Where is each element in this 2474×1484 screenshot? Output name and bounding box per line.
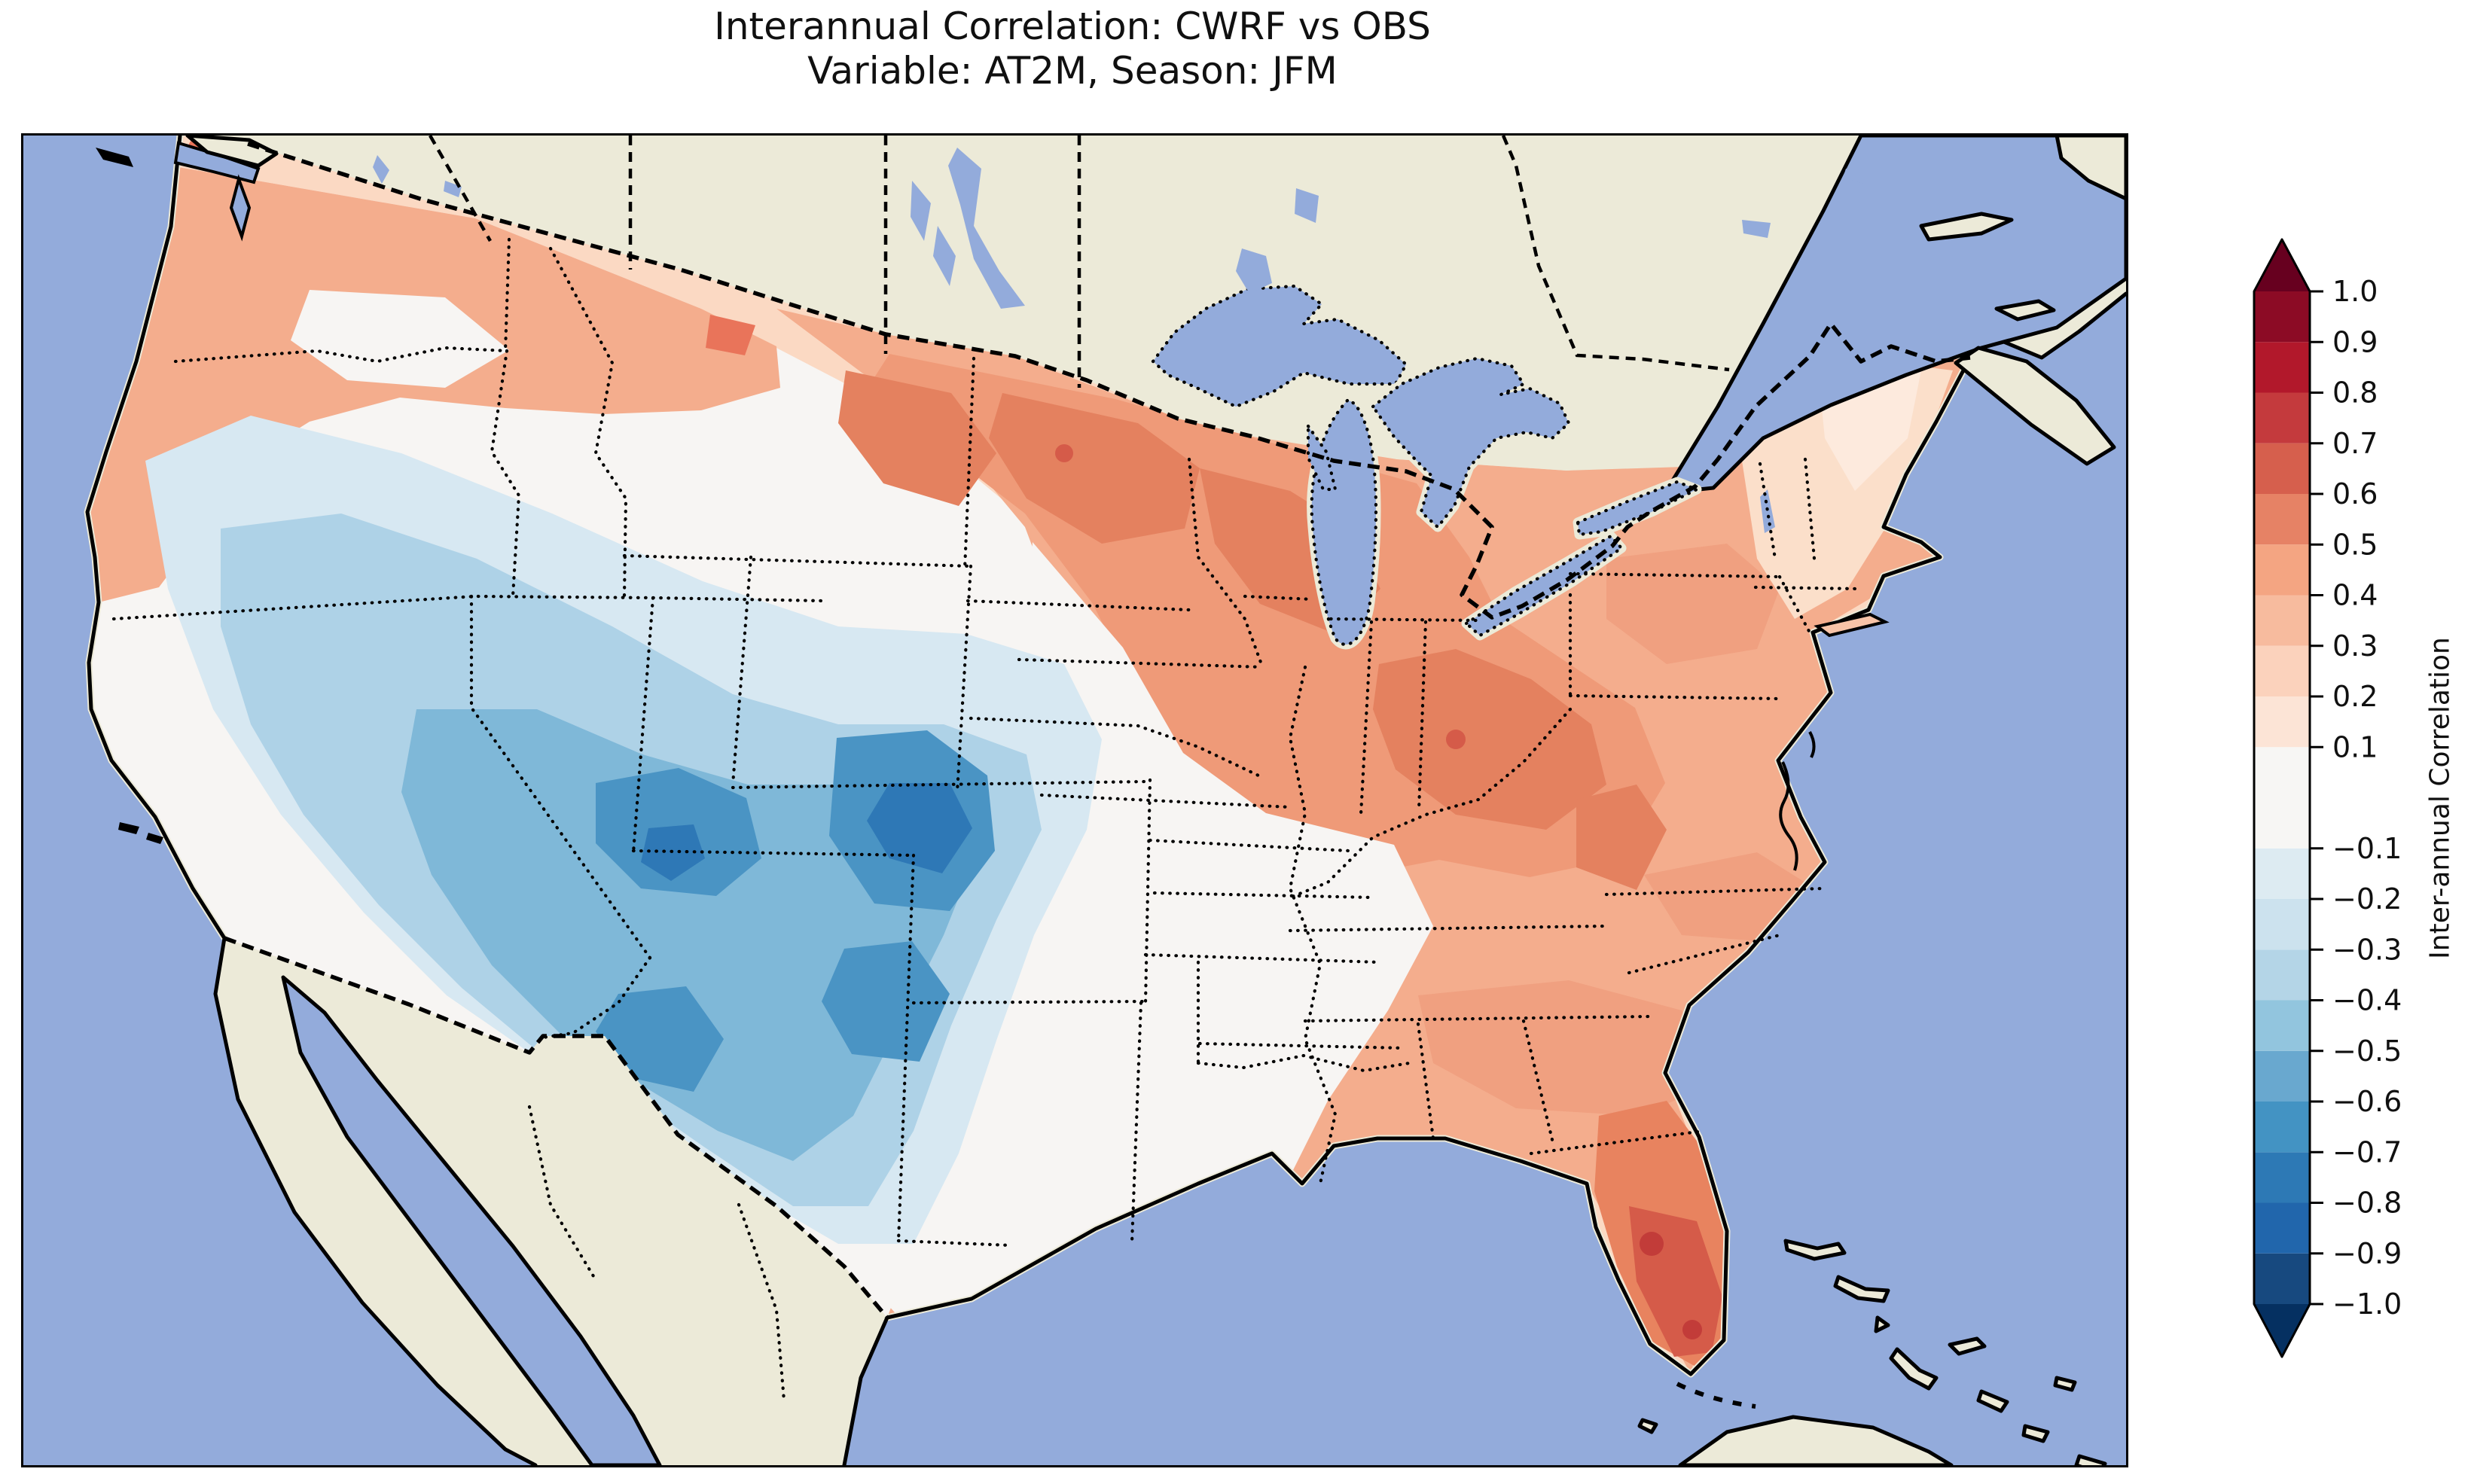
colorbar-tick-label: 1.0 — [2332, 275, 2378, 308]
colorbar-band — [2254, 848, 2310, 899]
colorbar-tick-label: 0.9 — [2332, 325, 2378, 358]
colorbar-band — [2254, 342, 2310, 393]
colorbar-tick-label: 0.3 — [2332, 629, 2378, 663]
colorbar-tick-label: −0.2 — [2332, 882, 2402, 916]
long-island — [1814, 612, 1890, 638]
colorbar-band — [2254, 494, 2310, 545]
canada-lakes — [373, 148, 1868, 533]
chesapeake-bay — [1779, 761, 1798, 871]
colorbar-band — [2254, 1202, 2310, 1254]
colorbar-band — [2254, 1102, 2310, 1153]
colorbar-tick-label: 0.7 — [2332, 427, 2378, 460]
florida-keys — [1676, 1382, 1756, 1409]
mexico-state-borders — [527, 1105, 786, 1403]
colorbar-tick-label: −0.8 — [2332, 1187, 2402, 1220]
map-panel — [21, 133, 2128, 1467]
colorbar-tick-label: −0.3 — [2332, 933, 2402, 966]
nova-scotia — [1954, 346, 2116, 466]
colorbar-label: Inter-annual Correlation — [2424, 637, 2456, 959]
colorbar-tick-label: −0.1 — [2332, 832, 2402, 865]
great-lakes — [1148, 281, 1702, 650]
channel-islands — [118, 822, 163, 844]
lake-michigan — [1306, 395, 1381, 650]
island-fragment — [96, 148, 133, 167]
colorbar-band — [2254, 645, 2310, 696]
colorbar-tick-label: −1.0 — [2332, 1287, 2402, 1321]
map-svg — [23, 136, 2126, 1465]
gulf-of-california — [281, 975, 662, 1465]
prince-edward-island — [1994, 299, 2056, 321]
colorbar-under-arrow — [2254, 1304, 2310, 1357]
colorbar-tick-label: 0.2 — [2332, 680, 2378, 713]
anticosti-island — [1919, 212, 2014, 242]
colorbar-tick-label: −0.4 — [2332, 984, 2402, 1017]
cuba — [1678, 1415, 1954, 1465]
us-canada-border — [247, 142, 1971, 620]
newfoundland — [2055, 136, 2126, 201]
country-borders — [224, 142, 1971, 1319]
colorbar-band — [2254, 1253, 2310, 1304]
colorbar-band — [2254, 443, 2310, 494]
bahamas-islands — [1783, 1239, 2107, 1465]
colorbar-band — [2254, 392, 2310, 443]
colorbar-band — [2254, 291, 2310, 343]
colorbar-tick-label: 0.4 — [2332, 579, 2378, 612]
colorbar-band — [2254, 949, 2310, 1001]
province-borders — [429, 136, 1730, 388]
colorbar-tick-label: 0.8 — [2332, 376, 2378, 410]
state-borders — [111, 237, 1860, 1248]
colorbar-tick-label: −0.5 — [2332, 1035, 2402, 1068]
lake-superior — [1148, 281, 1411, 412]
colorbar-tick-label: 0.6 — [2332, 477, 2378, 510]
gulf-of-st-lawrence — [1670, 136, 2126, 493]
colorbar-band — [2254, 1152, 2310, 1203]
puget-sound — [229, 174, 252, 242]
delaware-bay — [1808, 731, 1816, 758]
colorbar-tick-label: 0.5 — [2332, 528, 2378, 561]
colorbar-band — [2254, 595, 2310, 646]
colorbar-band — [2254, 899, 2310, 950]
colorbar-band — [2254, 544, 2310, 596]
colorbar-tick-label: −0.9 — [2332, 1237, 2402, 1270]
colorbar-tick-label: 0.1 — [2332, 730, 2378, 763]
vancouver-island — [185, 136, 279, 168]
colorbar-band — [2254, 1050, 2310, 1102]
colorbar-band — [2254, 1000, 2310, 1051]
chart-title: Interannual Correlation: CWRF vs OBS Var… — [21, 5, 2124, 93]
colorbar-tick-label: −0.7 — [2332, 1135, 2402, 1169]
chart-title-line1: Interannual Correlation: CWRF vs OBS — [714, 5, 1431, 48]
cuba-cay — [1637, 1418, 1658, 1434]
colorbar-tick-label: −0.6 — [2332, 1085, 2402, 1118]
colorbar-band — [2254, 696, 2310, 748]
chart-title-line2: Variable: AT2M, Season: JFM — [807, 49, 1338, 93]
lake-huron — [1368, 353, 1574, 532]
colorbar-over-arrow — [2254, 239, 2310, 291]
colorbar: 1.0 0.9 0.8 0.7 0.6 0.5 0.4 0.3 0.2 0.1 −0.1 −0.2 −0… — [2248, 222, 2474, 1367]
coastline — [85, 136, 2126, 1465]
colorbar-band — [2254, 747, 2310, 849]
colorbar-svg: 1.0 0.9 0.8 0.7 0.6 0.5 0.4 0.3 0.2 0.1 −0.1 −0.2 −0… — [2253, 238, 2402, 1358]
